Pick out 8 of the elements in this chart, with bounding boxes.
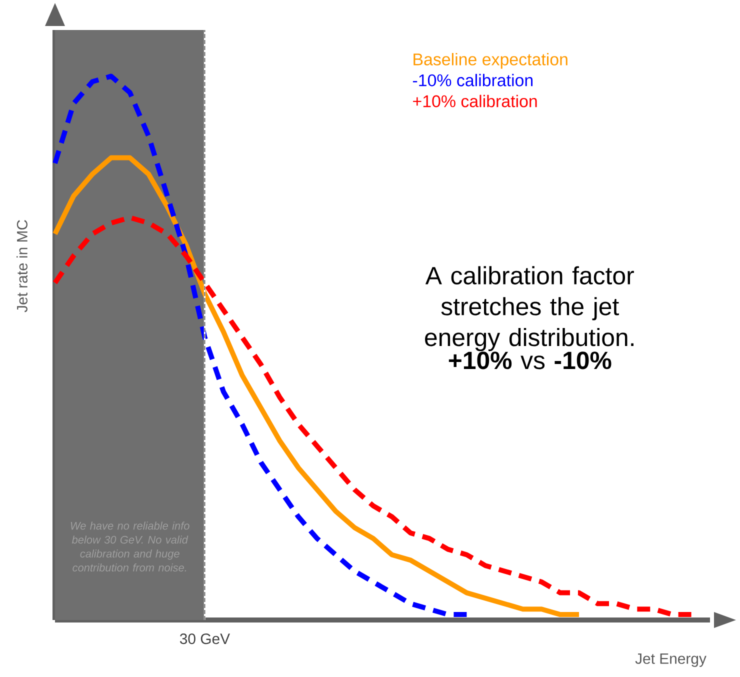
annotation: +10% vs -10% bbox=[448, 352, 612, 370]
x-axis-title: Jet Energy bbox=[635, 654, 706, 667]
text: +10% calibration bbox=[413, 94, 537, 108]
text: Baseline expectation bbox=[414, 52, 568, 69]
annotation: A calibration factor stretches the jet energy distribution. bbox=[425, 266, 634, 352]
text: -10% calibration bbox=[412, 74, 533, 86]
y-axis-title: Jet rate in MC bbox=[16, 220, 28, 312]
text: 30 GeV bbox=[180, 634, 230, 644]
